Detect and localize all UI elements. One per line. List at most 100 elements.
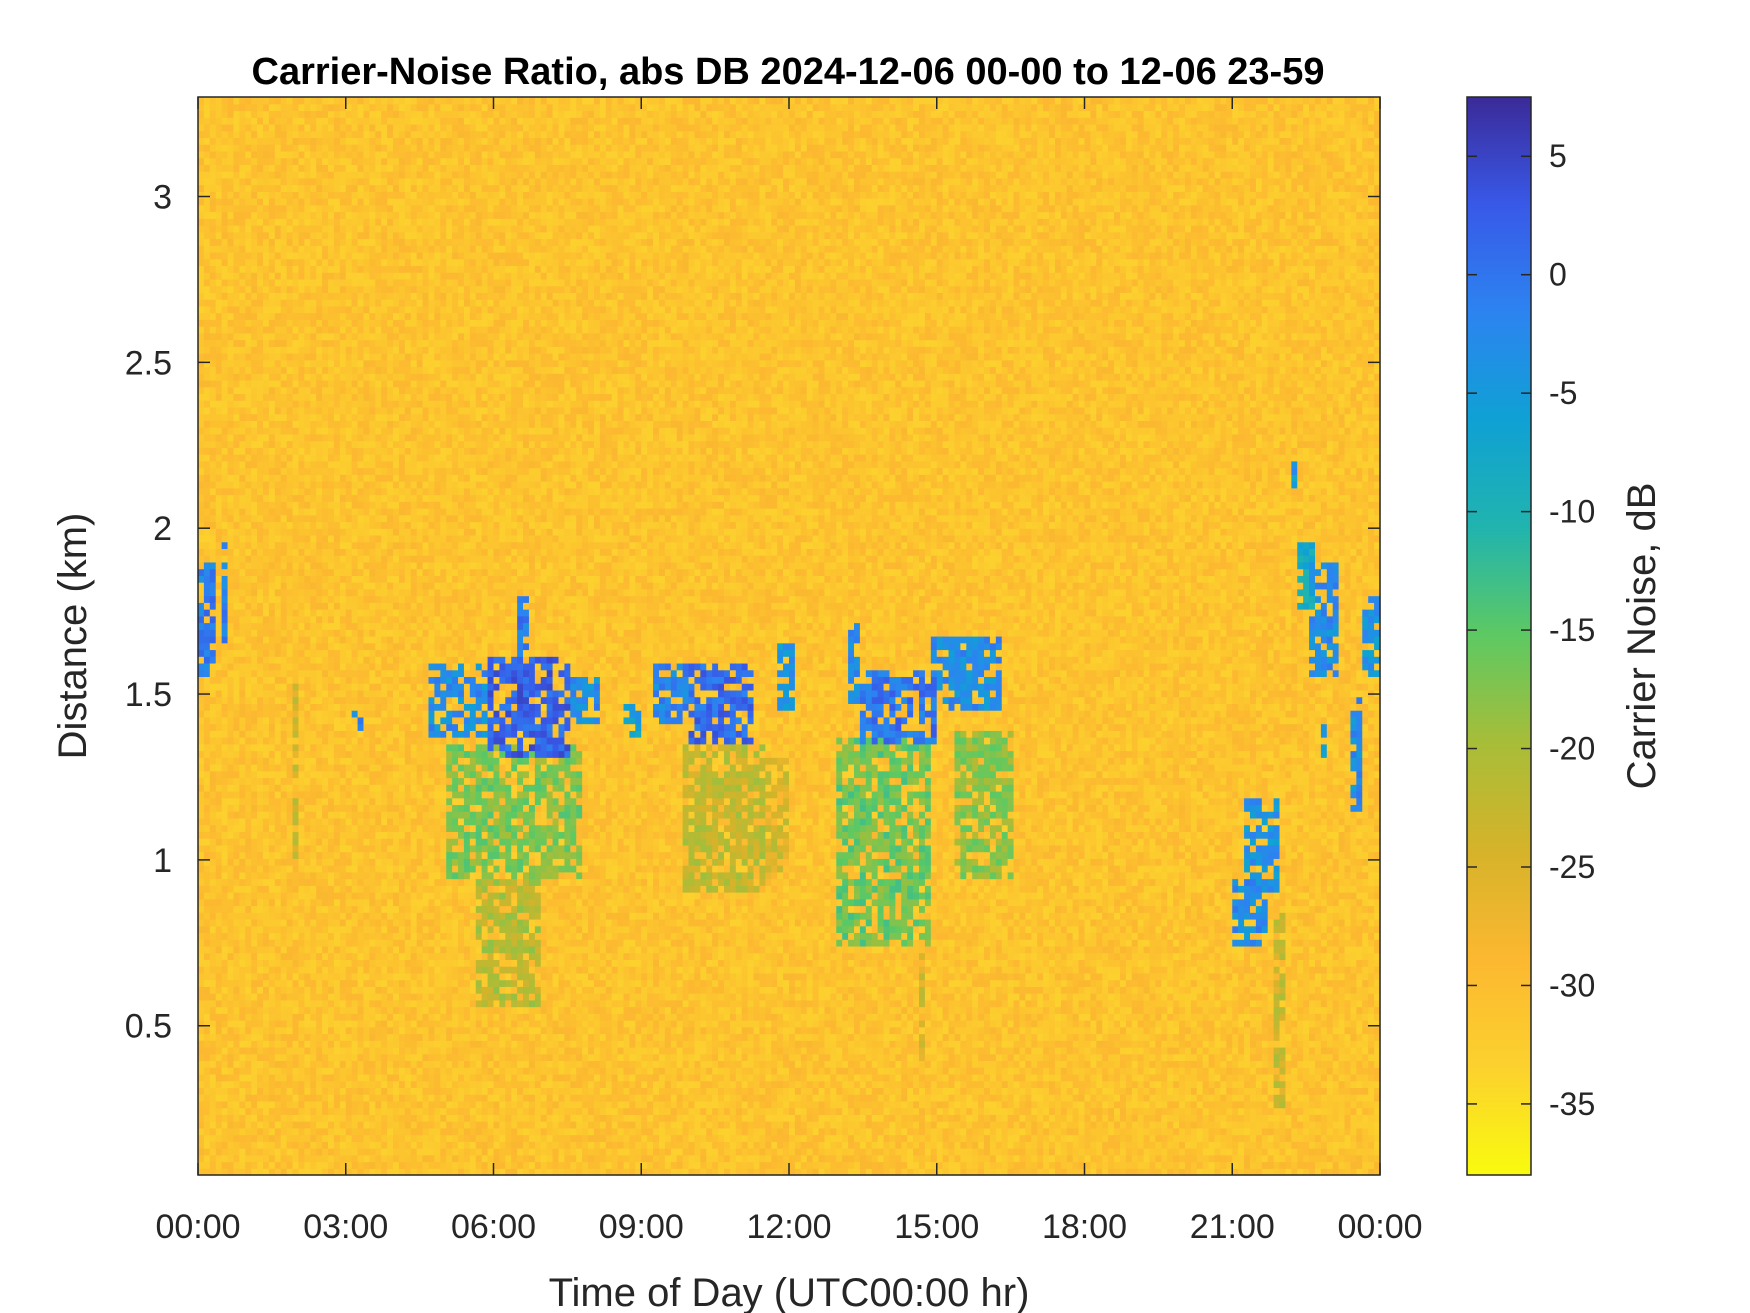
- heatmap-cell: [328, 414, 335, 421]
- heatmap-cell: [293, 831, 300, 838]
- heatmap-cell: [334, 387, 341, 394]
- heatmap-cell: [233, 515, 240, 522]
- heatmap-cell: [340, 333, 347, 340]
- heatmap-cell: [298, 676, 305, 683]
- heatmap-cell: [245, 1020, 252, 1027]
- heatmap-cell: [281, 1128, 288, 1135]
- heatmap-cell: [316, 582, 323, 589]
- heatmap-cell: [251, 885, 258, 892]
- heatmap-cell: [222, 906, 229, 913]
- heatmap-cell: [316, 818, 323, 825]
- heatmap-cell: [233, 346, 240, 353]
- heatmap-cell: [369, 521, 376, 528]
- heatmap-cell: [293, 1040, 300, 1047]
- heatmap-cell: [228, 124, 235, 131]
- heatmap-cell: [322, 454, 329, 461]
- heatmap-cell: [352, 245, 359, 252]
- heatmap-cell: [281, 117, 288, 124]
- heatmap-cell: [198, 414, 205, 421]
- heatmap-cell: [316, 521, 323, 528]
- heatmap-cell: [363, 414, 370, 421]
- heatmap-cell: [233, 845, 240, 852]
- heatmap-cell: [233, 892, 240, 899]
- heatmap-cell: [216, 1114, 223, 1121]
- heatmap-cell: [375, 407, 382, 414]
- heatmap-cell: [369, 1007, 376, 1014]
- heatmap-cell: [204, 400, 211, 407]
- heatmap-cell: [340, 117, 347, 124]
- heatmap-cell: [257, 986, 264, 993]
- heatmap-cell: [257, 825, 264, 832]
- heatmap-cell: [328, 676, 335, 683]
- heatmap-cell: [287, 110, 294, 117]
- heatmap-cell: [381, 1047, 388, 1054]
- heatmap-cell: [269, 474, 276, 481]
- heatmap-cell: [216, 238, 223, 245]
- heatmap-cell: [204, 602, 211, 609]
- heatmap-cell: [287, 144, 294, 151]
- heatmap-cell: [251, 117, 258, 124]
- heatmap-cell: [204, 899, 211, 906]
- heatmap-cell: [328, 225, 335, 232]
- heatmap-cell: [363, 656, 370, 663]
- heatmap-cell: [369, 710, 376, 717]
- heatmap-cell: [316, 697, 323, 704]
- heatmap-cell: [304, 885, 311, 892]
- heatmap-cell: [269, 676, 276, 683]
- heatmap-cell: [358, 299, 365, 306]
- heatmap-cell: [216, 865, 223, 872]
- heatmap-cell: [328, 879, 335, 886]
- heatmap-cell: [216, 1087, 223, 1094]
- heatmap-cell: [204, 110, 211, 117]
- heatmap-cell: [304, 1141, 311, 1148]
- heatmap-cell: [304, 191, 311, 198]
- heatmap-cell: [322, 811, 329, 818]
- heatmap-cell: [275, 1162, 282, 1169]
- heatmap-cell: [358, 926, 365, 933]
- heatmap-cell: [363, 245, 370, 252]
- heatmap-cell: [210, 420, 217, 427]
- heatmap-cell: [281, 1067, 288, 1074]
- heatmap-cell: [375, 1135, 382, 1142]
- heatmap-cell: [346, 548, 353, 555]
- heatmap-cell: [251, 764, 258, 771]
- heatmap-cell: [340, 811, 347, 818]
- heatmap-cell: [251, 198, 258, 205]
- heatmap-cell: [363, 380, 370, 387]
- heatmap-cell: [328, 791, 335, 798]
- heatmap-cell: [198, 104, 205, 111]
- heatmap-cell: [204, 697, 211, 704]
- heatmap-cell: [293, 367, 300, 374]
- heatmap-cell: [363, 932, 370, 939]
- heatmap-cell: [328, 333, 335, 340]
- heatmap-cell: [363, 879, 370, 886]
- heatmap-cell: [304, 447, 311, 454]
- heatmap-cell: [257, 441, 264, 448]
- heatmap-cell: [328, 515, 335, 522]
- heatmap-cell: [346, 340, 353, 347]
- heatmap-cell: [304, 1067, 311, 1074]
- heatmap-cell: [340, 1101, 347, 1108]
- heatmap-cell: [222, 1162, 229, 1169]
- heatmap-cell: [210, 676, 217, 683]
- heatmap-cell: [257, 555, 264, 562]
- heatmap-cell: [239, 730, 246, 737]
- heatmap-cell: [222, 710, 229, 717]
- heatmap-cell: [322, 1155, 329, 1162]
- heatmap-cell: [204, 265, 211, 272]
- heatmap-cell: [328, 926, 335, 933]
- heatmap-cell: [257, 879, 264, 886]
- heatmap-cell: [310, 791, 317, 798]
- heatmap-cell: [245, 899, 252, 906]
- heatmap-cell: [316, 265, 323, 272]
- heatmap-cell: [257, 656, 264, 663]
- heatmap-cell: [328, 919, 335, 926]
- heatmap-cell: [334, 1148, 341, 1155]
- heatmap-cell: [334, 683, 341, 690]
- heatmap-cell: [293, 858, 300, 865]
- heatmap-cell: [310, 259, 317, 266]
- heatmap-cell: [340, 643, 347, 650]
- heatmap-cell: [328, 555, 335, 562]
- heatmap-cell: [363, 420, 370, 427]
- heatmap-cell: [251, 474, 258, 481]
